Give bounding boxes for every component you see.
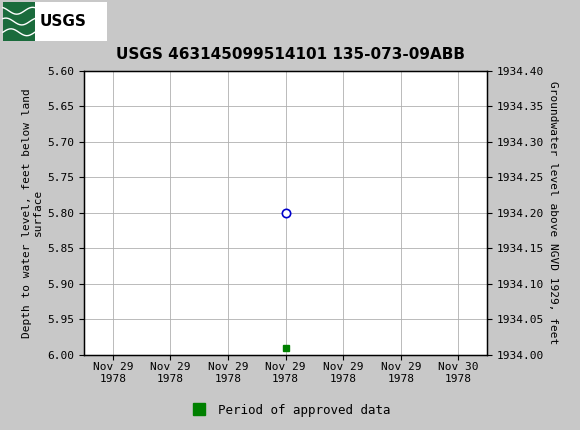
- Text: USGS: USGS: [39, 14, 86, 29]
- Bar: [3, 2, 35, 41]
- Text: USGS 463145099514101 135-073-09ABB: USGS 463145099514101 135-073-09ABB: [115, 47, 465, 62]
- Y-axis label: Groundwater level above NGVD 1929, feet: Groundwater level above NGVD 1929, feet: [548, 81, 559, 344]
- Legend: Period of approved data: Period of approved data: [184, 399, 396, 421]
- Y-axis label: Depth to water level, feet below land
surface: Depth to water level, feet below land su…: [21, 88, 44, 338]
- FancyBboxPatch shape: [3, 2, 107, 41]
